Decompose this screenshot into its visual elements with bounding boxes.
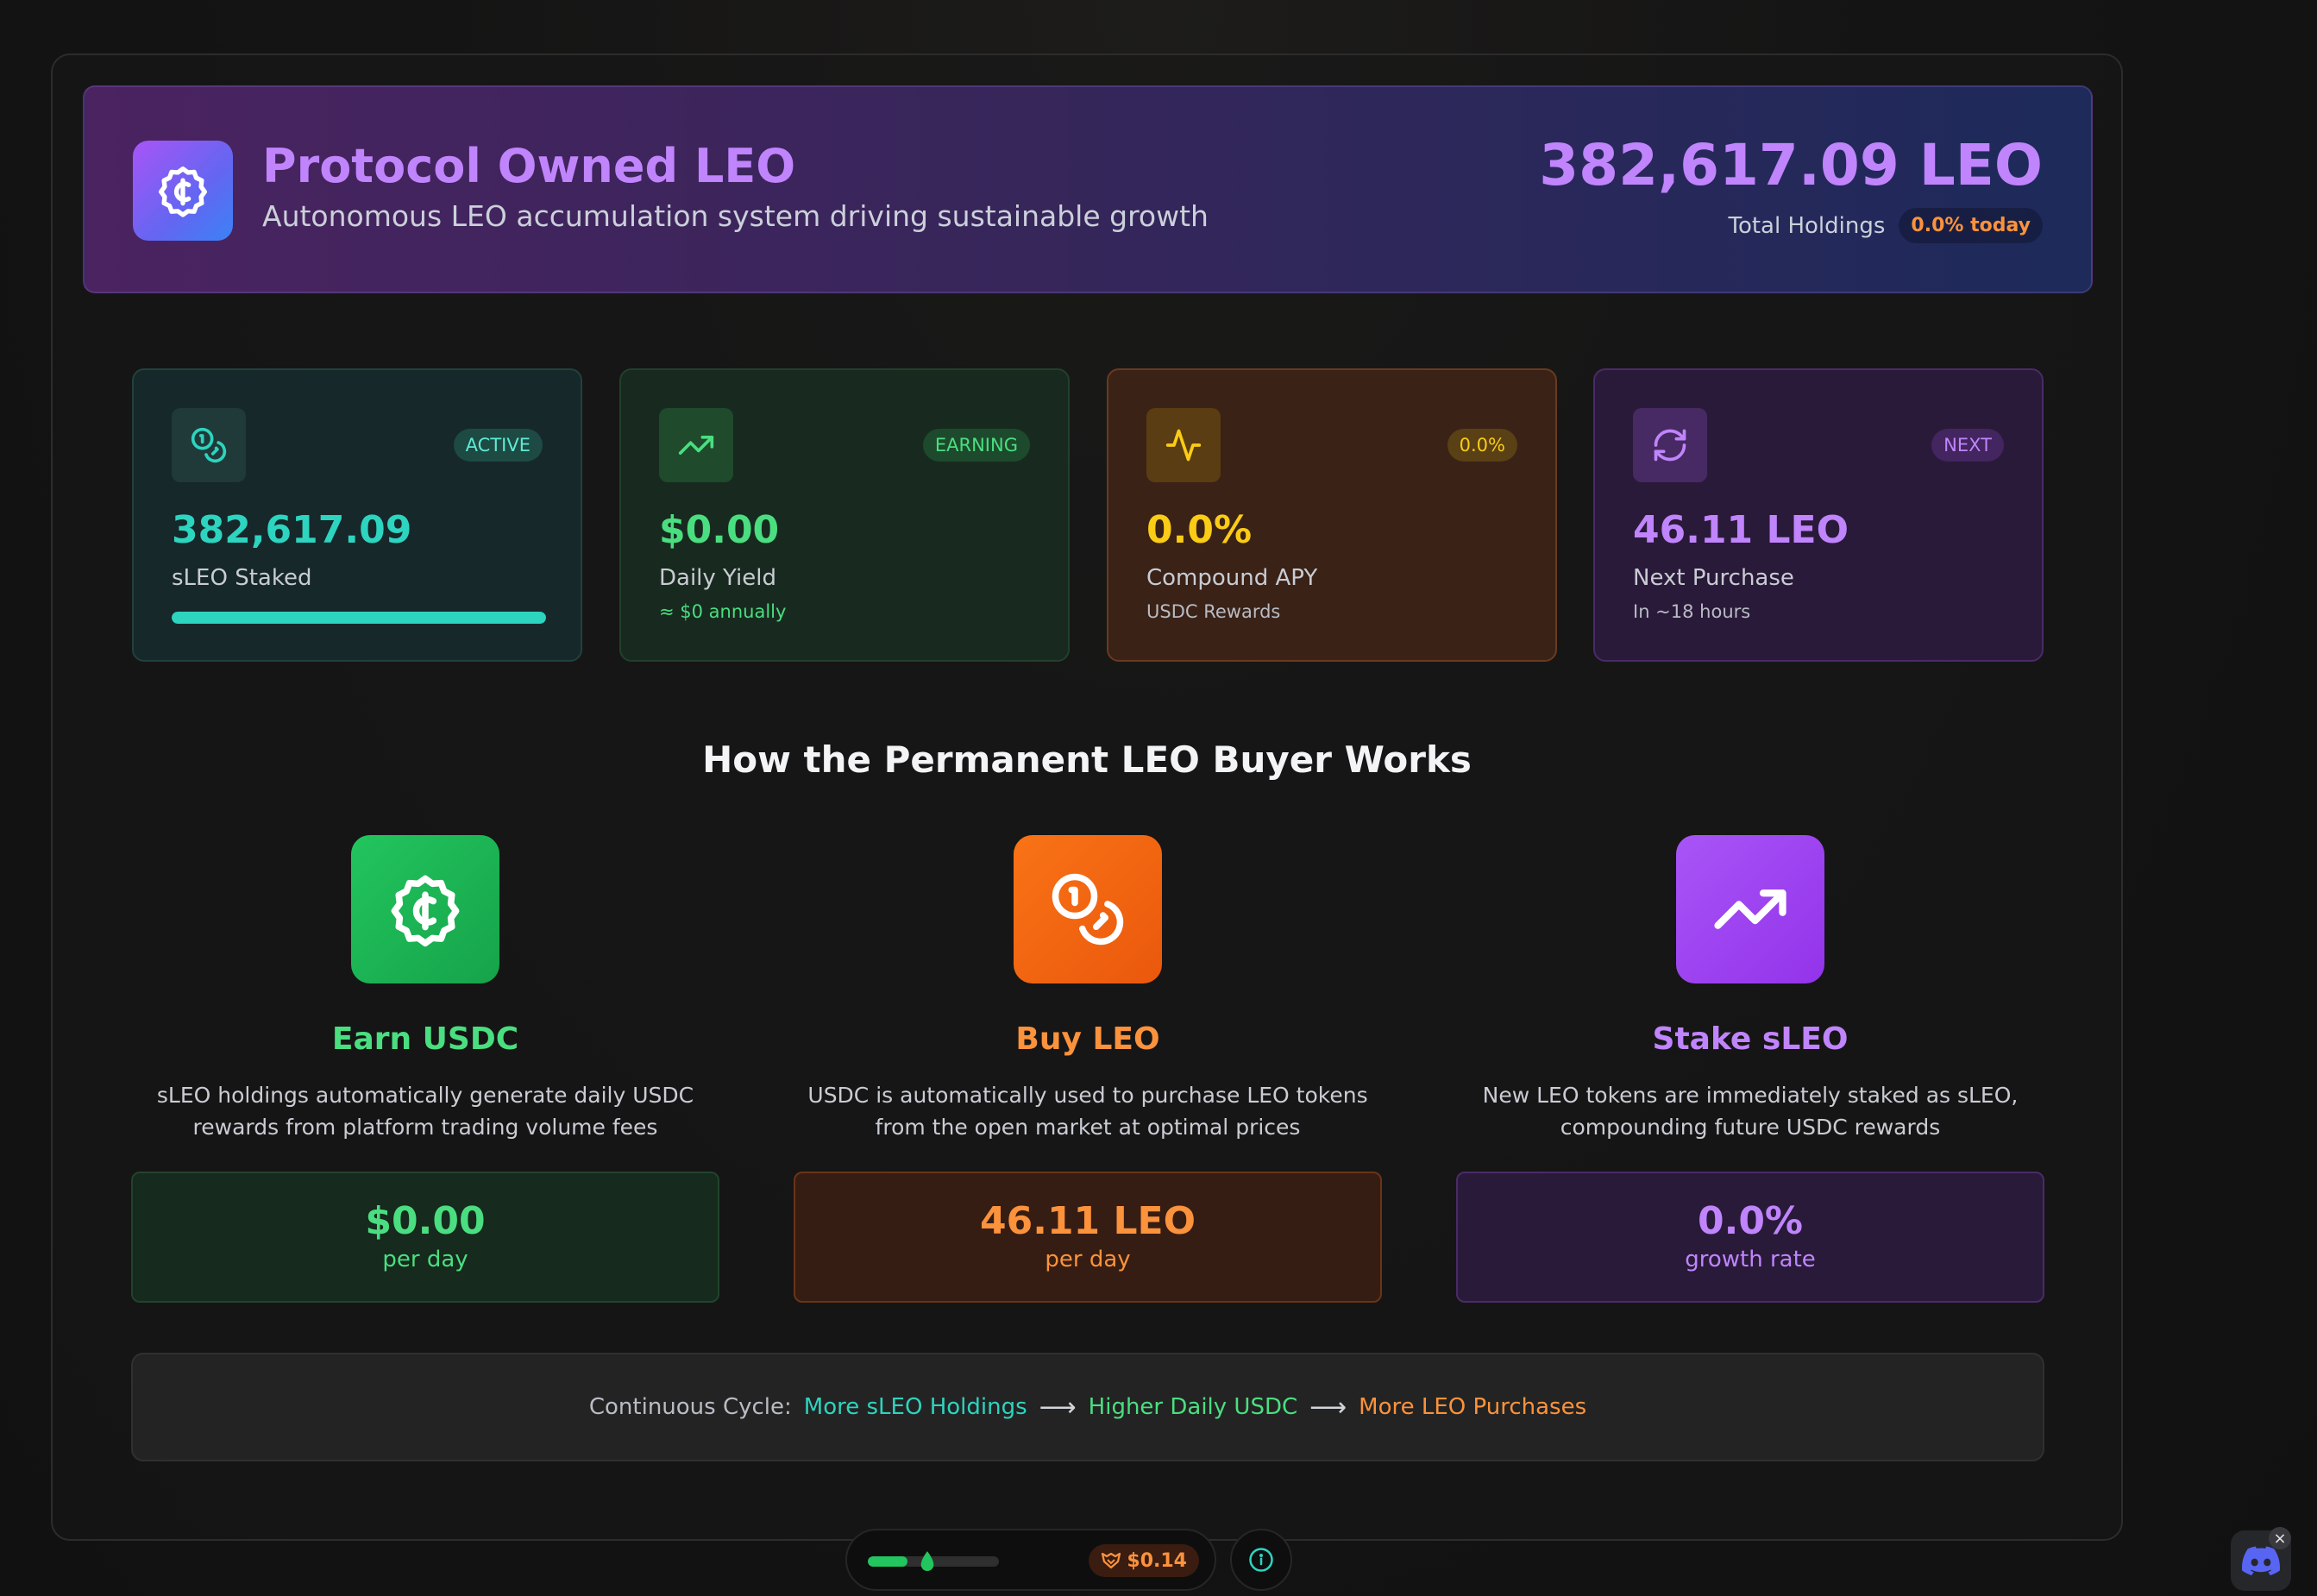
cycle-step-usdc: Higher Daily USDC	[1088, 1394, 1298, 1420]
progress-fill	[172, 612, 546, 624]
stat-card-staked: ACTIVE 382,617.09 sLEO Staked	[132, 368, 582, 662]
stat-label: Next Purchase	[1633, 565, 1794, 591]
gas-level-bar	[868, 1556, 999, 1567]
cycle-step-holdings: More sLEO Holdings	[803, 1394, 1027, 1420]
arrow-right-icon: ⟶	[1309, 1392, 1347, 1423]
stat-card-next-purchase: NEXT 46.11 LEO Next Purchase In ~18 hour…	[1593, 368, 2044, 662]
today-change-badge: 0.0% today	[1899, 208, 2043, 243]
step-description-line: USDC is automatically used to purchase L…	[807, 1083, 1368, 1108]
step-description-line: from the open market at optimal prices	[875, 1115, 1301, 1140]
step-description-line: New LEO tokens are immediately staked as…	[1482, 1083, 2019, 1108]
activity-icon	[1146, 408, 1221, 482]
step-earn-usdc: Earn USDC sLEO holdings automatically ge…	[131, 835, 719, 1143]
continuous-cycle-bar: Continuous Cycle: More sLEO Holdings ⟶ H…	[131, 1353, 2044, 1461]
leo-price: $0.14	[1127, 1549, 1187, 1572]
stat-value: 0.0%	[1146, 508, 1253, 552]
status-badge: EARNING	[922, 429, 1030, 462]
step-buy-leo: Buy LEO USDC is automatically used to pu…	[794, 835, 1382, 1143]
step-title: Earn USDC	[331, 1021, 519, 1057]
step-value: $0.00	[365, 1199, 486, 1243]
stat-card-apy: 0.0% 0.0% Compound APY USDC Rewards	[1107, 368, 1557, 662]
trending-up-icon	[1676, 835, 1824, 983]
stat-card-yield: EARNING $0.00 Daily Yield ≈ $0 annually	[619, 368, 1070, 662]
coins-icon	[1014, 835, 1162, 983]
protocol-header: Protocol Owned LEO Autonomous LEO accumu…	[83, 85, 2093, 293]
step-stake-sleo: Stake sLEO New LEO tokens are immediatel…	[1456, 835, 2044, 1143]
section-title: How the Permanent LEO Buyer Works	[702, 738, 1472, 781]
stat-label: Compound APY	[1146, 565, 1318, 591]
leo-lion-icon	[1102, 1552, 1121, 1569]
status-badge: ACTIVE	[453, 429, 543, 462]
trending-up-icon	[659, 408, 733, 482]
buy-rate-box: 46.11 LEO per day	[794, 1172, 1382, 1303]
step-title: Buy LEO	[1015, 1021, 1160, 1057]
staked-progress-bar	[172, 612, 546, 624]
status-badge: NEXT	[1931, 429, 2004, 462]
close-icon[interactable]: ×	[2269, 1527, 2291, 1549]
growth-rate-box: 0.0% growth rate	[1456, 1172, 2044, 1303]
stat-sublabel: ≈ $0 annually	[659, 601, 787, 622]
leo-price-button[interactable]: $0.14	[1089, 1544, 1199, 1577]
coins-icon	[172, 408, 246, 482]
droplet-icon	[920, 1551, 934, 1571]
discord-icon	[2242, 1546, 2280, 1575]
step-description-line: rewards from platform trading volume fee…	[192, 1115, 658, 1140]
holdings-row: Total Holdings 0.0% today	[1728, 208, 2043, 243]
stat-value: $0.00	[659, 508, 780, 552]
step-unit: per day	[382, 1247, 468, 1272]
cycle-label: Continuous Cycle:	[588, 1394, 792, 1420]
stat-sublabel: USDC Rewards	[1146, 601, 1281, 622]
stat-value: 382,617.09	[172, 508, 412, 552]
status-badge: 0.0%	[1447, 429, 1517, 462]
info-icon	[1249, 1548, 1273, 1572]
holdings-label: Total Holdings	[1728, 212, 1886, 239]
step-description: sLEO holdings automatically generate dai…	[131, 1079, 719, 1143]
stat-label: sLEO Staked	[172, 565, 312, 591]
step-description-line: sLEO holdings automatically generate dai…	[156, 1083, 694, 1108]
info-button[interactable]	[1230, 1529, 1292, 1591]
page-title: Protocol Owned LEO	[262, 139, 796, 193]
step-value: 0.0%	[1697, 1199, 1804, 1243]
bottom-dock[interactable]: $0.14	[845, 1529, 1216, 1591]
step-description-line: compounding future USDC rewards	[1560, 1115, 1941, 1140]
step-unit: per day	[1045, 1247, 1131, 1272]
refresh-icon	[1633, 408, 1707, 482]
stat-value: 46.11 LEO	[1633, 508, 1849, 552]
step-unit: growth rate	[1685, 1247, 1816, 1272]
step-description: USDC is automatically used to purchase L…	[794, 1079, 1382, 1143]
stat-label: Daily Yield	[659, 565, 776, 591]
usdc-coin-icon	[351, 835, 499, 983]
earn-rate-box: $0.00 per day	[131, 1172, 719, 1303]
step-value: 46.11 LEO	[980, 1199, 1196, 1243]
cycle-step-purchases: More LEO Purchases	[1359, 1394, 1587, 1420]
stat-sublabel: In ~18 hours	[1633, 601, 1751, 622]
total-holdings-value: 382,617.09 LEO	[1539, 132, 2043, 198]
step-description: New LEO tokens are immediately staked as…	[1456, 1079, 2044, 1143]
page-subtitle: Autonomous LEO accumulation system drivi…	[262, 199, 1209, 233]
step-title: Stake sLEO	[1652, 1021, 1849, 1057]
arrow-right-icon: ⟶	[1039, 1392, 1077, 1423]
usdc-coin-icon	[133, 141, 233, 241]
gas-level-fill	[868, 1556, 907, 1567]
